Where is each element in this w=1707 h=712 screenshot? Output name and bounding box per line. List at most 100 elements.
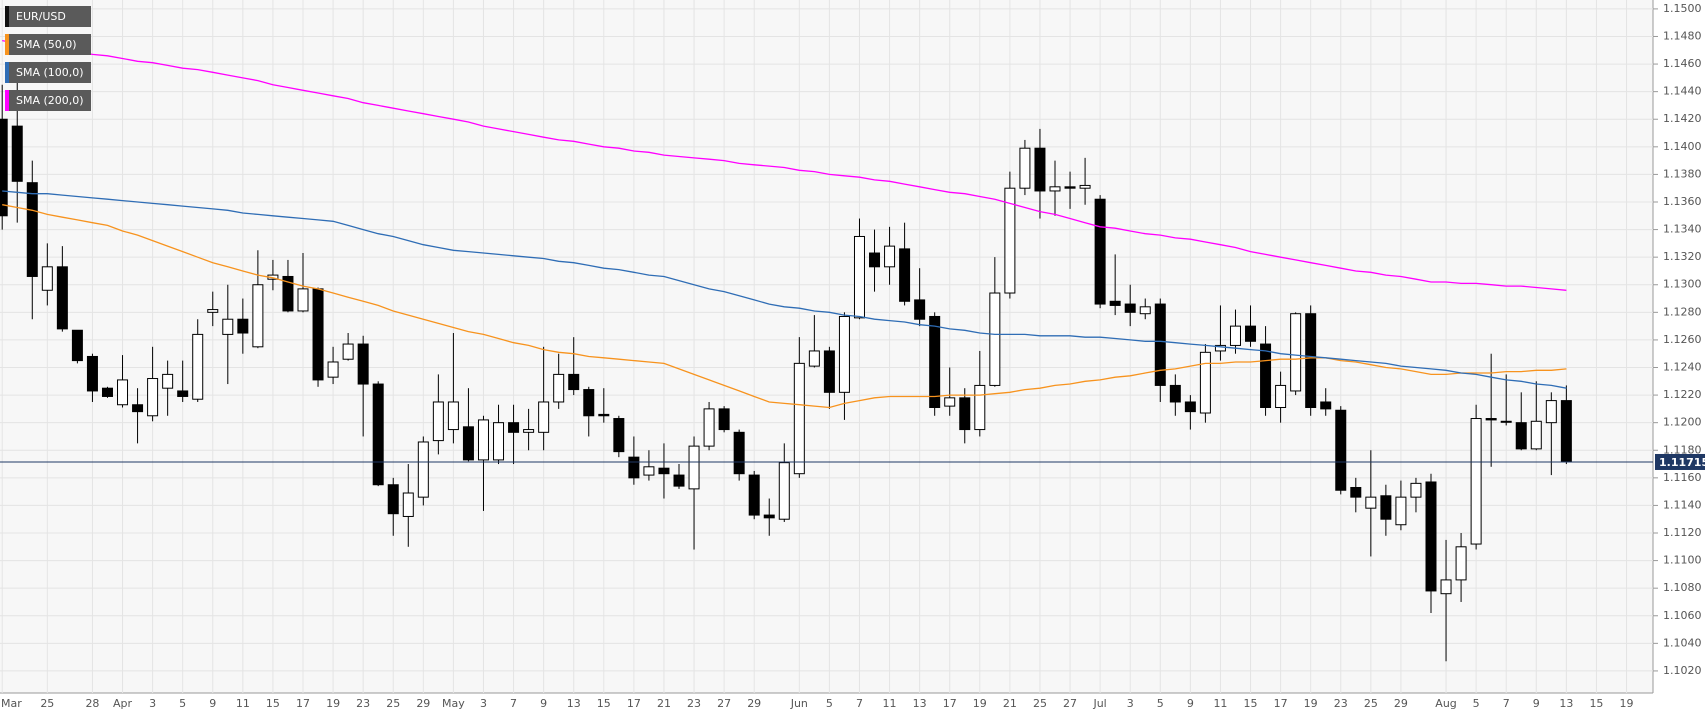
candle-body xyxy=(944,397,956,407)
x-tick-label: 3 xyxy=(480,697,487,710)
candle-body xyxy=(1275,384,1287,408)
candle-body xyxy=(162,373,174,389)
x-tick-label: Jun xyxy=(790,697,808,710)
candle-body xyxy=(1290,313,1302,392)
y-tick-label: 1.1020 xyxy=(1663,664,1702,677)
candle-body xyxy=(974,384,986,431)
candle-body xyxy=(1515,422,1527,450)
x-tick-label: Aug xyxy=(1435,697,1456,710)
candle-body xyxy=(222,318,234,335)
candle-body xyxy=(1199,351,1211,414)
x-tick-label: 15 xyxy=(266,697,280,710)
candle-body xyxy=(869,252,881,268)
candle-body xyxy=(117,379,129,406)
candle-body xyxy=(357,343,369,385)
candle-body xyxy=(11,125,23,182)
legend-box xyxy=(5,34,91,55)
candle-body xyxy=(748,474,760,516)
x-tick-label: 11 xyxy=(1213,697,1227,710)
candle-body xyxy=(1139,306,1151,315)
candle-body xyxy=(1019,147,1031,189)
candle-body xyxy=(808,350,820,367)
y-tick-label: 1.1240 xyxy=(1663,360,1702,373)
candle-body xyxy=(1260,343,1272,408)
candle-body xyxy=(838,315,850,393)
y-tick-label: 1.1060 xyxy=(1663,609,1702,622)
legend-box xyxy=(5,6,91,27)
candle-body xyxy=(71,329,83,362)
candle-body xyxy=(718,408,730,431)
x-tick-label: 28 xyxy=(85,697,99,710)
x-tick-label: 23 xyxy=(1334,697,1348,710)
candle-body xyxy=(462,426,474,461)
y-tick-label: 1.1200 xyxy=(1663,416,1702,429)
candle-body xyxy=(1485,418,1497,421)
sma-line xyxy=(2,204,1567,409)
candle-body xyxy=(1320,401,1332,410)
x-tick-label: 25 xyxy=(386,697,400,710)
candle-body xyxy=(899,248,911,302)
x-tick-label: 23 xyxy=(687,697,701,710)
x-tick-label: 25 xyxy=(40,697,54,710)
x-tick-label: 29 xyxy=(747,697,761,710)
candle-body xyxy=(703,408,715,447)
x-tick-label: 3 xyxy=(1127,697,1134,710)
y-tick-label: 1.1220 xyxy=(1663,388,1702,401)
candle-body xyxy=(41,266,53,291)
x-tick-label: Apr xyxy=(113,697,133,710)
candle-body xyxy=(688,445,700,490)
x-tick-label: 9 xyxy=(209,697,216,710)
x-tick-label: 5 xyxy=(826,697,833,710)
candle-body xyxy=(447,401,459,431)
x-tick-label: 17 xyxy=(627,697,641,710)
candle-body xyxy=(1470,418,1482,545)
candle-body xyxy=(1455,546,1467,581)
x-tick-label: 23 xyxy=(356,697,370,710)
x-tick-label: 5 xyxy=(1157,697,1164,710)
candle-body xyxy=(598,413,610,417)
x-tick-label: 9 xyxy=(1187,697,1194,710)
candle-body xyxy=(673,474,685,487)
y-tick-label: 1.1320 xyxy=(1663,250,1702,263)
y-tick-label: 1.1180 xyxy=(1663,443,1702,456)
candle-body xyxy=(101,387,113,397)
candle-body xyxy=(763,514,775,519)
last-price-box xyxy=(1655,453,1705,470)
candle-body xyxy=(568,373,580,391)
x-tick-label: 7 xyxy=(510,697,517,710)
candle-body xyxy=(372,383,384,486)
candle-body xyxy=(297,288,309,312)
x-tick-label: 17 xyxy=(296,697,310,710)
candle-body xyxy=(26,182,38,277)
legend-label: SMA (100,0) xyxy=(16,66,84,79)
legend-label: EUR/USD xyxy=(16,10,66,23)
y-tick-label: 1.1280 xyxy=(1663,305,1702,318)
x-tick-label: 25 xyxy=(1033,697,1047,710)
candle-body xyxy=(1500,420,1512,423)
candle-body xyxy=(1124,303,1136,313)
x-tick-label: 3 xyxy=(149,697,156,710)
candle-body xyxy=(523,429,535,433)
x-tick-label: 21 xyxy=(1003,697,1017,710)
candle-body xyxy=(493,422,505,461)
candle-body xyxy=(583,389,595,417)
candle-body xyxy=(1395,496,1407,526)
x-tick-label: 13 xyxy=(1559,697,1573,710)
candle-body xyxy=(1545,400,1557,424)
candle-body xyxy=(477,419,489,461)
candle-body xyxy=(1094,198,1106,305)
plot-area xyxy=(0,0,1653,693)
candle-body xyxy=(387,484,399,515)
candle-body xyxy=(327,361,339,378)
candle-body xyxy=(282,275,294,312)
candle-body xyxy=(1109,300,1121,306)
x-tick-label: Jul xyxy=(1092,697,1106,710)
legend-box xyxy=(5,62,91,83)
candle-body xyxy=(658,467,670,475)
x-tick-label: 19 xyxy=(1304,697,1318,710)
candle-body xyxy=(417,441,429,498)
candle-body xyxy=(628,456,640,479)
candle-body xyxy=(177,390,189,397)
candle-body xyxy=(1380,495,1392,520)
x-tick-label: 19 xyxy=(1620,697,1634,710)
